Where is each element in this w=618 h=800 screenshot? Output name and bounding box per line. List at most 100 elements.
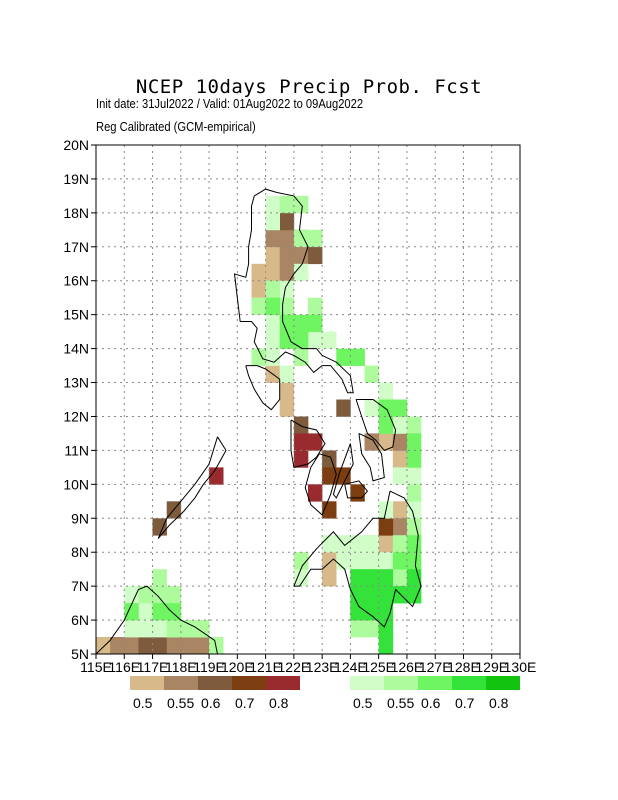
y-tick-label: 5N [71,646,89,662]
probability-cell [279,399,295,417]
map-frame [95,144,521,655]
probability-cell [406,586,422,604]
probability-cell [265,314,280,332]
y-tick-label: 10N [63,476,89,492]
probability-cell [265,212,280,231]
probability-cell [251,280,266,298]
probability-cell [378,603,394,621]
dry-legend-label: 0.55 [167,695,194,711]
probability-cell [364,535,379,553]
method-subtitle: Reg Calibrated (GCM-empirical) [96,119,256,134]
dry-legend-swatch [164,676,198,690]
gridlines [96,145,520,654]
probability-cell [322,552,337,570]
probability-cell [350,569,365,587]
y-tick-label: 14N [63,341,89,357]
probability-cell [378,637,394,655]
dry-legend-swatch [266,676,300,690]
probability-cell [364,586,379,604]
probability-cell [378,416,394,434]
probability-cell [293,569,309,587]
probability-cell [336,399,351,417]
x-tick-label: 129E [475,659,508,675]
probability-cell [392,416,408,434]
x-tick-label: 118E [165,659,197,675]
coastline-mindoro [245,365,281,411]
probability-cell [406,467,422,485]
probability-cell [152,586,167,604]
x-tick-label: 123E [306,659,339,675]
probability-cell [279,212,295,231]
probability-cell [378,552,394,570]
probability-cell [350,586,365,604]
probability-cell [392,433,408,451]
probability-cell [406,501,422,519]
probability-cell [166,603,182,621]
probability-cell [350,620,365,638]
probability-cell [293,314,309,332]
probability-cell [152,603,167,621]
probability-cell [152,620,167,638]
coastline-panay [290,419,326,469]
probability-cells [96,195,422,655]
probability-cell [265,331,280,349]
y-tick-label: 15N [63,307,89,323]
probability-cell [152,637,167,655]
y-tick-label: 17N [63,239,89,255]
probability-cell [336,348,351,366]
y-tick-label: 18N [63,205,89,221]
y-tick-label: 11N [64,442,89,458]
probability-cell [322,331,337,349]
probability-cell [138,637,153,655]
y-tick-label: 8N [71,544,89,560]
probability-cell [152,569,167,587]
probability-cell [350,348,365,366]
probability-cell [293,229,309,248]
probability-cell [279,331,295,349]
longitude-tick-labels: 115E116E117E118E119E120E121E122E123E124E… [80,654,536,675]
probability-cell [392,450,408,468]
wet-legend-swatch [486,676,520,690]
coastline-palawan [157,436,227,539]
probability-cell [279,314,295,332]
probability-cell [364,552,379,570]
wet-legend-label: 0.6 [421,695,441,711]
probability-cell [406,552,422,570]
dry-legend-label: 0.6 [201,695,221,711]
probability-cell [378,433,394,451]
probability-cell [378,399,394,417]
probability-cell [392,467,408,485]
probability-cell [322,450,337,468]
probability-cell [293,416,309,434]
probability-cell [293,263,309,282]
probability-cell [308,331,323,349]
probability-cell [308,484,323,502]
dry-probability-legend: 0.5 0.55 0.6 0.7 0.8 [130,676,300,711]
y-tick-label: 9N [71,510,89,526]
probability-cell [124,620,139,638]
probability-cell [265,195,280,214]
y-tick-label: 6N [71,612,89,628]
coastline-mindanao [293,490,422,628]
x-tick-label: 127E [419,659,452,675]
probability-cell [180,637,196,655]
probability-cell [378,382,394,400]
probability-cell [124,586,139,604]
probability-cell [392,552,408,570]
wet-legend-label: 0.8 [489,695,509,711]
probability-cell [152,518,167,536]
y-tick-label: 16N [63,273,89,289]
probability-cell [378,569,394,587]
probability-cell [364,365,379,383]
probability-cell [406,535,422,553]
probability-cell [279,246,295,265]
coastline-bohol [344,480,369,499]
probability-cell [279,297,295,315]
probability-cell [364,620,379,638]
probability-cell [265,297,280,315]
probability-cell [308,297,323,315]
probability-cell [350,535,365,553]
probability-cell [322,569,337,587]
wet-legend-label: 0.5 [353,695,373,711]
probability-cell [180,620,196,638]
